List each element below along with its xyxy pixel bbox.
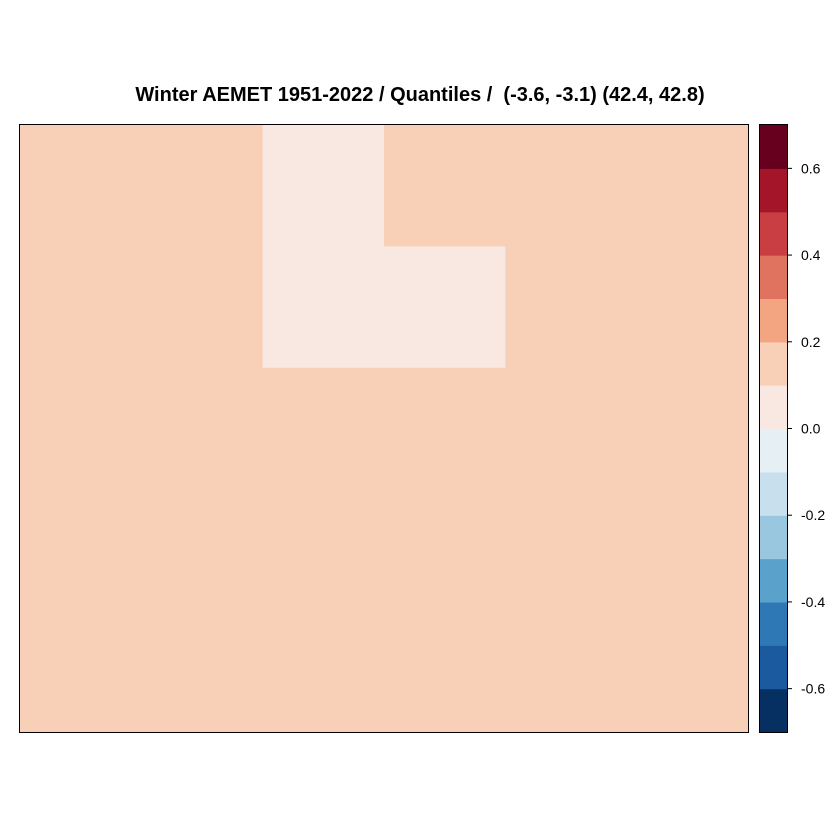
- heatmap-cell: [505, 246, 628, 369]
- colorbar-segment: [760, 168, 787, 213]
- heatmap-cell: [20, 489, 142, 612]
- heatmap-cell: [141, 489, 264, 612]
- heatmap-cell: [626, 610, 749, 733]
- heatmap-cell: [262, 125, 385, 247]
- colorbar-segment: [760, 125, 787, 169]
- colorbar-segment: [760, 601, 787, 646]
- heatmap-cell: [384, 125, 506, 247]
- heatmap-cell: [262, 246, 385, 369]
- heatmap-cell: [626, 489, 749, 612]
- heatmap-cell: [262, 489, 385, 612]
- heatmap-cells: [20, 125, 749, 733]
- panel-border: [19, 124, 749, 733]
- colorbar-segment: [760, 558, 787, 603]
- heatmap-cell: [384, 246, 506, 369]
- heatmap-cell: [141, 367, 264, 490]
- chart-title: Winter AEMET 1951-2022 / Quantiles / (-3…: [135, 84, 705, 106]
- colorbar-tick-label: 0.0: [801, 421, 821, 437]
- heatmap-cell: [20, 610, 142, 733]
- colorbar-ticks: -0.6 -0.4 -0.2 0.0 0.2 0.4 0.6: [787, 160, 825, 697]
- heatmap-cell: [626, 125, 749, 247]
- colorbar-segment: [760, 645, 787, 690]
- heatmap-cell: [384, 610, 506, 733]
- colorbar-tick-label: 0.2: [801, 334, 821, 350]
- heatmap-cell: [384, 489, 506, 612]
- heatmap-cell: [262, 610, 385, 733]
- heatmap-cell: [626, 246, 749, 369]
- heatmap-cell: [505, 610, 628, 733]
- heatmap-cell: [141, 125, 264, 247]
- heatmap-cell: [141, 246, 264, 369]
- heatmap-cell: [384, 367, 506, 490]
- colorbar-tick-label: -0.4: [801, 594, 825, 610]
- heatmap-cell: [262, 367, 385, 490]
- heatmap-cell: [20, 246, 142, 369]
- heatmap-cell: [626, 367, 749, 490]
- heatmap-cell: [505, 125, 628, 247]
- heatmap-cell: [20, 367, 142, 490]
- heatmap-cell: [20, 125, 142, 247]
- colorbar-segment: [760, 298, 787, 343]
- colorbar-segment: [760, 471, 787, 516]
- colorbar-tick-label: -0.6: [801, 681, 825, 697]
- colorbar-segment: [760, 211, 787, 256]
- colorbar-tick-label: 0.6: [801, 160, 821, 176]
- colorbar-segment: [760, 688, 787, 733]
- colorbar-segment: [760, 515, 787, 560]
- heatmap-cell: [505, 489, 628, 612]
- colorbar-segment: [760, 385, 787, 430]
- colorbar-tick-label: -0.2: [801, 507, 825, 523]
- colorbar-segment: [760, 341, 787, 386]
- colorbar: [760, 125, 787, 733]
- colorbar-tick-label: 0.4: [801, 247, 821, 263]
- colorbar-segment: [760, 255, 787, 300]
- heatmap-cell: [141, 610, 264, 733]
- heatmap-cell: [505, 367, 628, 490]
- colorbar-segment: [760, 428, 787, 473]
